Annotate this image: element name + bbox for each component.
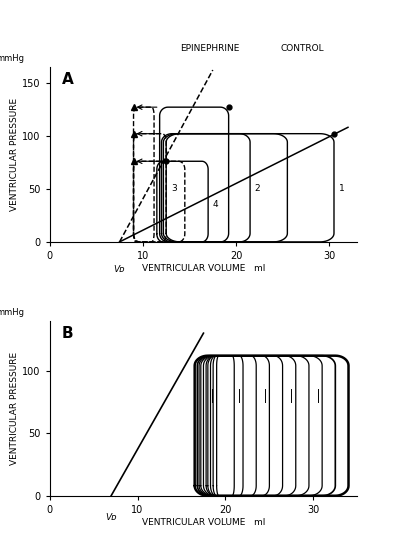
Text: CONTROL: CONTROL: [280, 44, 324, 53]
X-axis label: VENTRICULAR VOLUME   ml: VENTRICULAR VOLUME ml: [142, 517, 265, 526]
Text: 3: 3: [171, 184, 177, 193]
Text: 1: 1: [339, 184, 345, 193]
Y-axis label: VENTRICULAR PRESSURE: VENTRICULAR PRESSURE: [10, 351, 19, 465]
Text: EPINEPHRINE: EPINEPHRINE: [180, 44, 239, 53]
X-axis label: VENTRICULAR VOLUME   ml: VENTRICULAR VOLUME ml: [142, 263, 265, 273]
Text: Vᴅ: Vᴅ: [105, 513, 117, 522]
Text: mmHg: mmHg: [0, 308, 24, 317]
Text: 4: 4: [213, 201, 218, 209]
Text: A: A: [62, 72, 74, 87]
Text: Vᴅ: Vᴅ: [114, 265, 125, 274]
Text: B: B: [62, 326, 73, 341]
Text: 2: 2: [255, 184, 260, 193]
Text: mmHg: mmHg: [0, 55, 24, 63]
Y-axis label: VENTRICULAR PRESSURE: VENTRICULAR PRESSURE: [10, 98, 19, 211]
